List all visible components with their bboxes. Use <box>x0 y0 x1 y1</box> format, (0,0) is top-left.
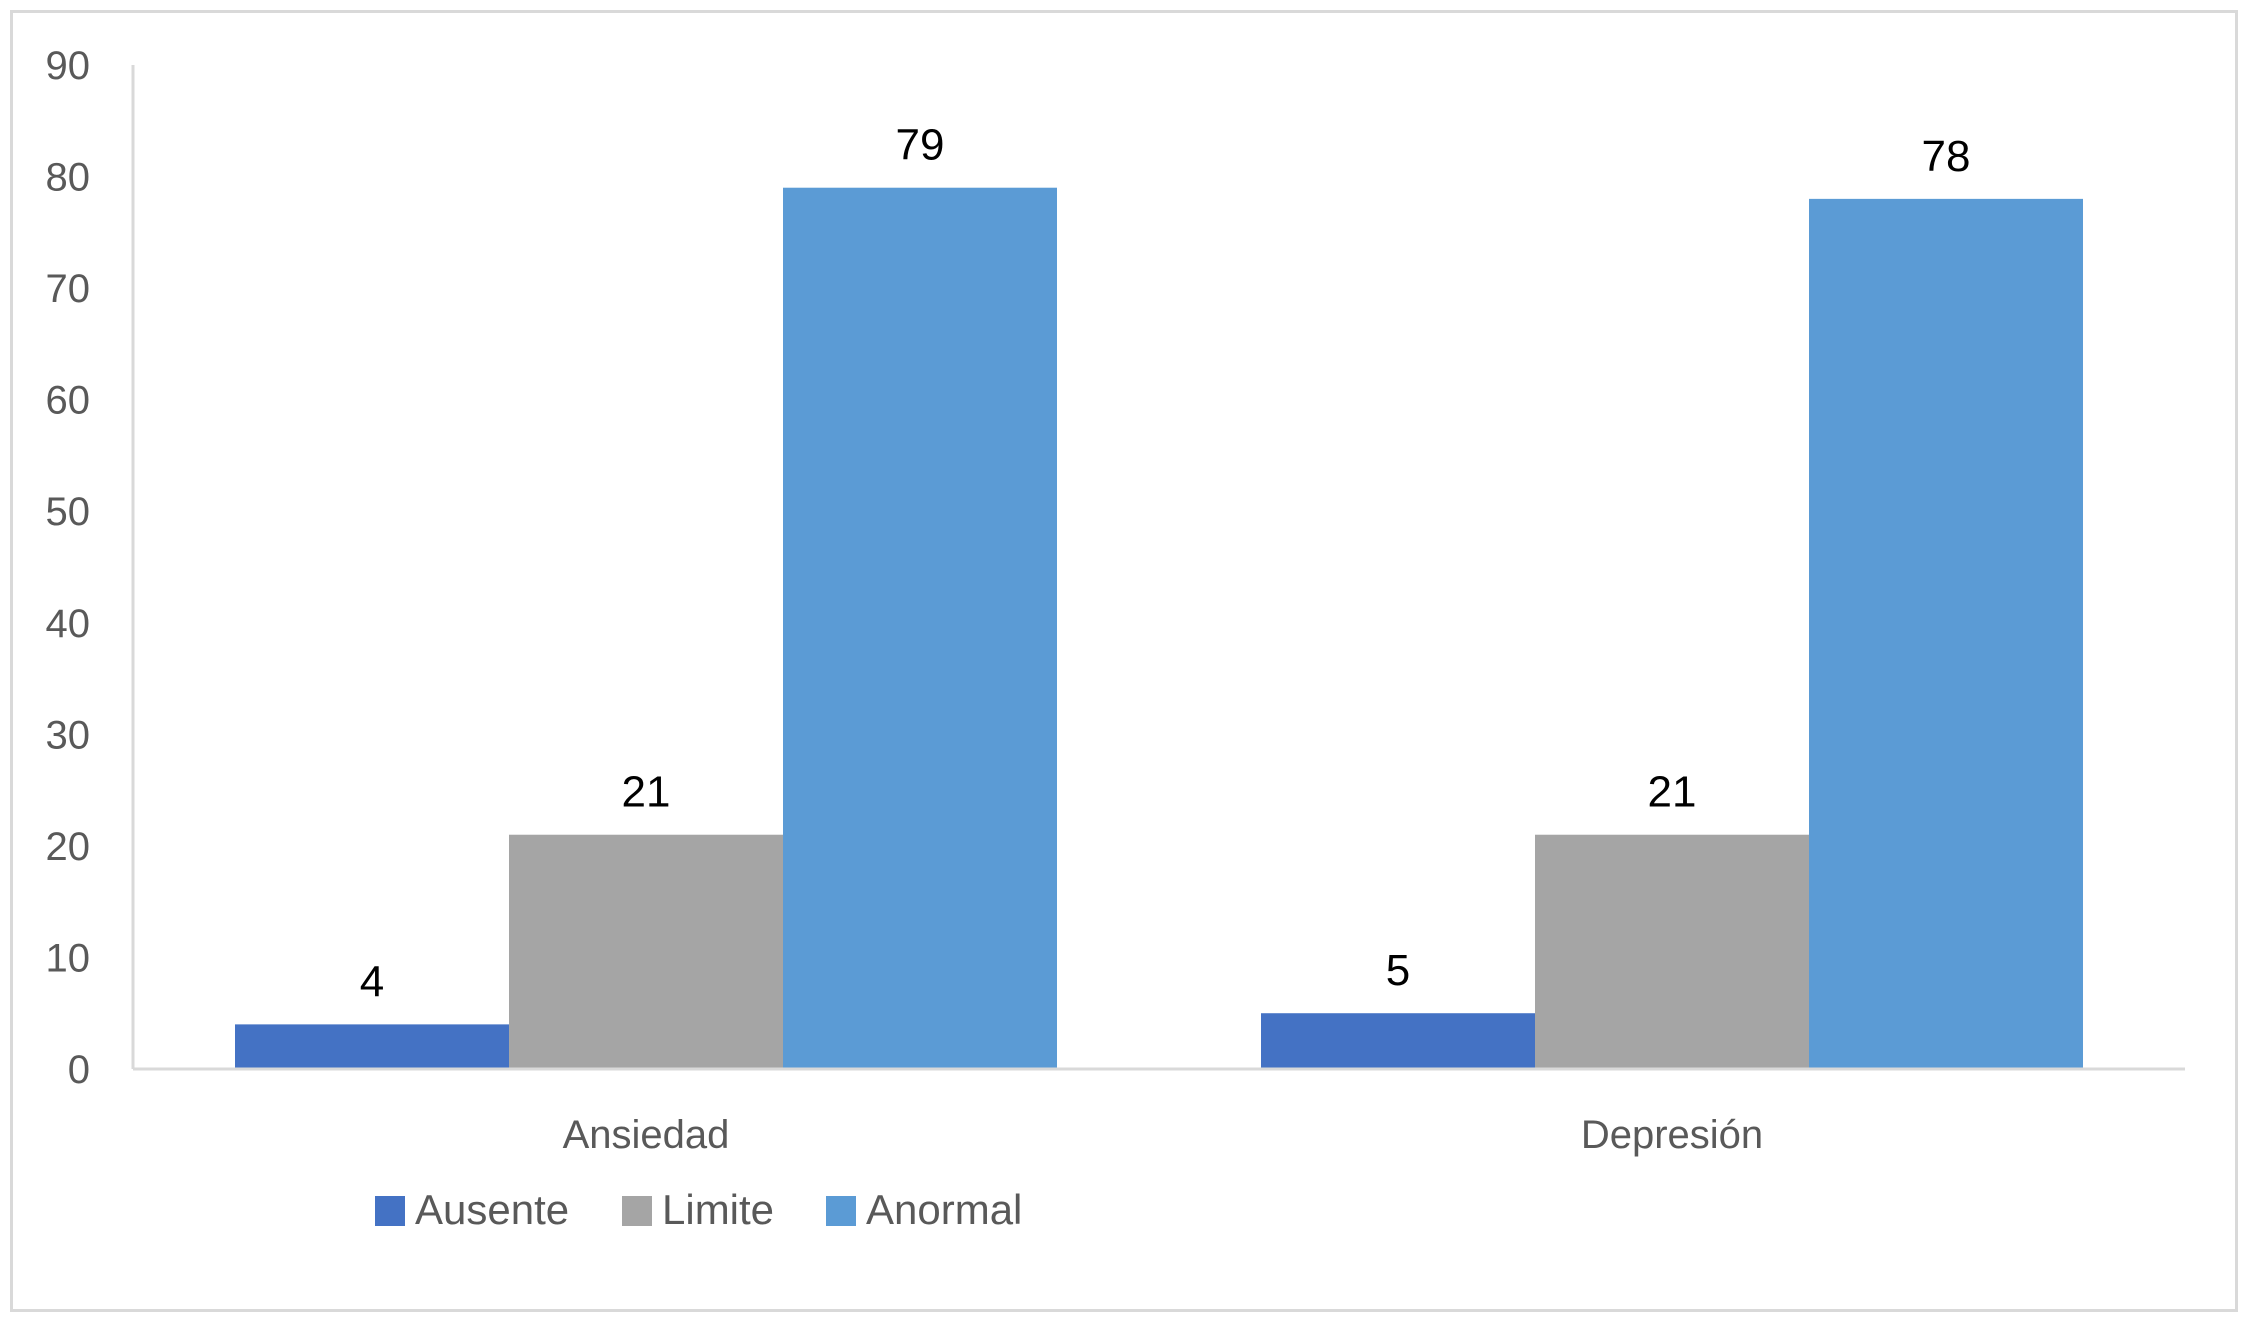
legend-swatch-limite <box>622 1196 652 1226</box>
x-category-label: Depresión <box>1581 1113 1763 1157</box>
data-label: 4 <box>360 957 384 1006</box>
data-label: 21 <box>622 768 671 817</box>
y-tick-label: 0 <box>68 1048 90 1092</box>
legend-swatch-ausente <box>375 1196 405 1226</box>
legend-label-anormal: Anormal <box>866 1186 1022 1233</box>
data-label: 78 <box>1922 132 1971 181</box>
y-tick-label: 20 <box>46 825 91 869</box>
bar-limite-depresión <box>1535 834 1809 1069</box>
bar-ausente-depresión <box>1261 1013 1535 1069</box>
data-label: 21 <box>1648 768 1697 817</box>
data-label: 5 <box>1386 946 1410 995</box>
legend-label-limite: Limite <box>662 1186 774 1233</box>
x-category-label: Ansiedad <box>563 1113 730 1157</box>
x-axis: Ansiedad Depresión <box>133 1067 2185 1157</box>
bar-anormal-ansiedad <box>783 187 1057 1069</box>
bar-anormal-depresión <box>1809 198 2083 1069</box>
legend-label-ausente: Ausente <box>415 1186 569 1233</box>
bar-ausente-ansiedad <box>235 1024 509 1069</box>
y-tick-label: 60 <box>46 379 91 423</box>
bars: 4 21 79 5 21 78 <box>235 121 2083 1069</box>
legend-swatch-anormal <box>826 1196 856 1226</box>
data-label: 79 <box>896 121 945 170</box>
y-tick-label: 40 <box>46 602 91 646</box>
y-axis: 0 10 20 30 40 50 60 70 80 90 <box>46 44 135 1092</box>
y-tick-label: 10 <box>46 936 91 980</box>
y-tick-label: 70 <box>46 267 91 311</box>
bar-limite-ansiedad <box>509 834 783 1069</box>
y-tick-label: 50 <box>46 490 91 534</box>
y-tick-label: 80 <box>46 156 91 200</box>
y-tick-label: 30 <box>46 713 91 757</box>
legend: Ausente Limite Anormal <box>375 1186 1022 1233</box>
y-tick-label: 90 <box>46 44 91 88</box>
